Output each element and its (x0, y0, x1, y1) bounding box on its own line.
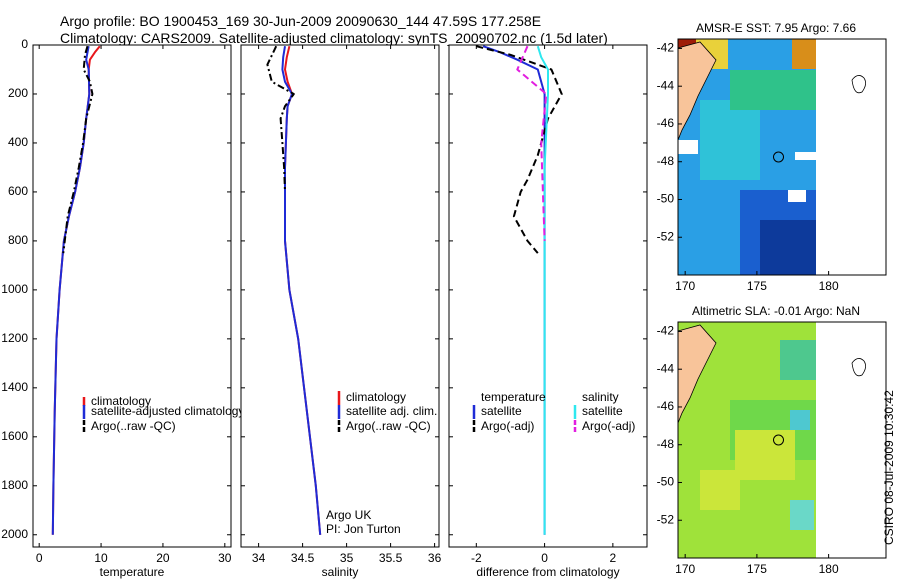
land-new-zealand-sla (678, 324, 717, 424)
legend-sal-argo: Argo(-adj) (582, 419, 635, 433)
temperature-xlabel: temperature (100, 565, 165, 579)
map-x-tick-label: 170 (675, 562, 695, 576)
map-y-tick-label: -44 (657, 78, 675, 92)
x-tick-label: 36 (428, 551, 442, 565)
y-tick-label: 2000 (1, 527, 28, 541)
x-tick-label: 30 (218, 551, 232, 565)
legend-salinity-heading: salinity (582, 390, 619, 404)
legend-temperature-heading: temperature (481, 390, 546, 404)
land-new-zealand-sst (678, 41, 717, 141)
legend-climatology-sal: climatology (346, 390, 406, 404)
y-tick-label: 1000 (1, 282, 28, 296)
map-y-tick-label: -42 (657, 324, 675, 338)
figure-title-line1: Argo profile: BO 1900453_169 30-Jun-2009… (60, 13, 541, 29)
map-y-tick-label: -50 (657, 475, 675, 489)
salinity-axes-box (240, 44, 440, 548)
y-tick-label: 1400 (1, 380, 28, 394)
y-tick-label: 600 (8, 184, 28, 198)
x-tick-label: -2 (471, 551, 482, 565)
difference-panel: -2 0 2 difference from climatology tempera… (448, 44, 648, 579)
temperature-axes-box (32, 44, 232, 548)
map-y-tick-label: -48 (657, 437, 675, 451)
profile-marker-sst (773, 151, 784, 163)
salinity-xlabel: salinity (322, 565, 359, 579)
x-tick-label: 0 (541, 551, 548, 565)
x-tick-label: 34 (252, 551, 266, 565)
salinity-legend: climatology satellite adj. clim. Argo(..… (337, 390, 437, 433)
temperature-legend: climatology satellite-adjusted climatolo… (82, 394, 244, 433)
annotation-pi: PI: Jon Turton (326, 522, 401, 536)
footer-stamp: CSIRO 08-Jul-2009 10:30:42 (882, 390, 896, 545)
legend-argo-raw: Argo(..raw -QC) (91, 419, 176, 433)
series-line-4 (516, 45, 548, 241)
sla-map: Altimetric SLA: -0.01 Argo: NaN 170 175 18… (657, 304, 887, 576)
x-tick-label: 35 (340, 551, 354, 565)
x-tick-label: 2 (610, 551, 617, 565)
map-x-tick-label: 170 (675, 279, 695, 293)
map-y-tick-label: -42 (657, 41, 675, 55)
difference-xlabel: difference from climatology (476, 565, 619, 579)
temperature-panel: 0 10 20 30 0 200 400 600 800 1000 1200 1400 1600 1800… (1, 37, 244, 579)
y-tick-label: 0 (21, 37, 28, 51)
y-tick-label: 200 (8, 86, 28, 100)
x-tick-label: 0 (36, 551, 43, 565)
map-y-tick-label: -48 (657, 154, 675, 168)
map-y-tick-label: -44 (657, 361, 675, 375)
annotation-argo-uk: Argo UK (326, 508, 371, 522)
x-tick-label: 35.5 (379, 551, 403, 565)
series-line-3 (62, 45, 94, 254)
legend-temp-satellite: satellite (481, 404, 522, 418)
map-x-tick-label: 175 (747, 279, 767, 293)
profile-marker-sla (773, 434, 784, 446)
series-line-2 (281, 46, 322, 535)
difference-axes-box (448, 44, 648, 548)
legend-satellite-sal: satellite adj. clim. (346, 404, 437, 418)
map-y-tick-label: -52 (657, 512, 675, 526)
series-line-3 (266, 45, 295, 192)
y-tick-label: 1800 (1, 478, 28, 492)
map-x-tick-label: 175 (747, 562, 767, 576)
map-x-tick-label: 180 (819, 279, 839, 293)
series-line-2 (476, 45, 563, 254)
legend-argo-raw-sal: Argo(..raw -QC) (346, 419, 431, 433)
legend-temp-argo: Argo(-adj) (481, 419, 534, 433)
difference-legend: temperature satellite Argo(-adj) salinit… (472, 390, 635, 433)
map-y-tick-label: -46 (657, 399, 675, 413)
legend-sal-satellite: satellite (582, 404, 623, 418)
figure-title-line2: Climatology: CARS2009. Satellite-adjuste… (60, 30, 608, 46)
x-tick-label: 10 (94, 551, 108, 565)
y-tick-label: 800 (8, 233, 28, 247)
y-tick-label: 1600 (1, 429, 28, 443)
map-y-tick-label: -46 (657, 116, 675, 130)
x-tick-label: 34.5 (291, 551, 315, 565)
sst-map-title: AMSR-E SST: 7.95 Argo: 7.66 (696, 21, 856, 35)
map-x-tick-label: 180 (819, 562, 839, 576)
series-line-2 (51, 46, 91, 535)
x-tick-label: 20 (156, 551, 170, 565)
legend-climatology: climatology (91, 394, 151, 408)
salinity-panel: 34 34.5 35 35.5 36 salinity climatology sate… (240, 44, 442, 579)
legend-satellite-adjusted: satellite-adjusted climatology (91, 404, 244, 418)
sla-map-title: Altimetric SLA: -0.01 Argo: NaN (692, 304, 860, 318)
map-y-tick-label: -52 (657, 229, 675, 243)
y-tick-label: 1200 (1, 331, 28, 345)
map-y-tick-label: -50 (657, 192, 675, 206)
y-tick-label: 400 (8, 135, 28, 149)
sst-map: AMSR-E SST: 7.95 Argo: 7.66 170 175 180 -42… (657, 21, 887, 293)
